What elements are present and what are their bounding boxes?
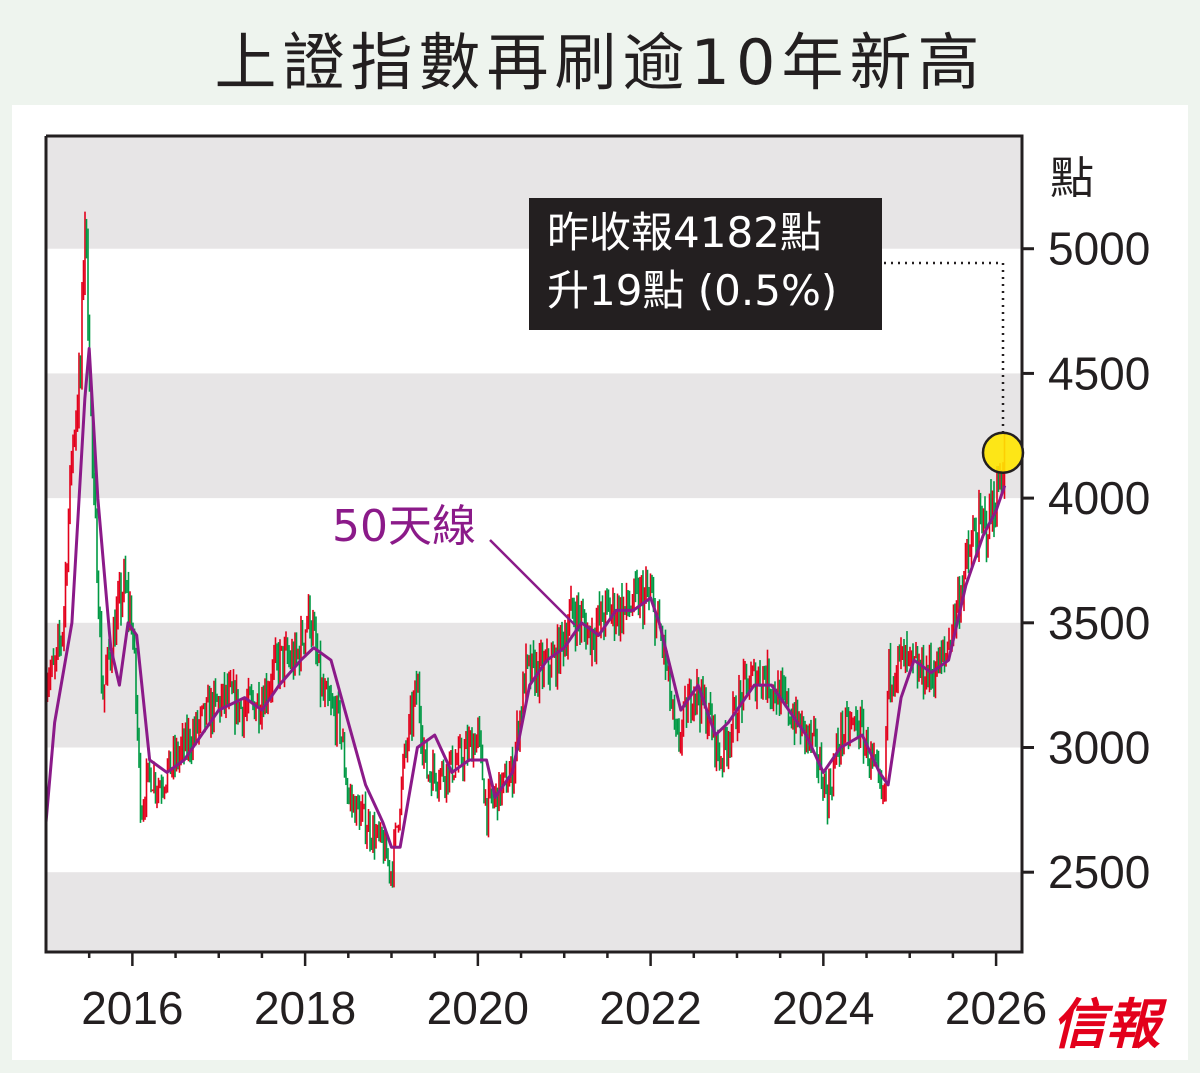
chart-title: 上證指數再刷逾10年新高 [214,26,986,99]
y-tick-label: 2500 [1048,846,1150,898]
plot-frame [44,134,1024,954]
ma-50-line [44,346,1007,849]
x-tick-label: 2022 [599,982,701,1034]
x-tick-label: 2026 [945,982,1047,1034]
y-tick-label: 5000 [1048,223,1150,275]
y-tick-label: 4000 [1048,472,1150,524]
grid-band [46,373,1022,499]
y-tick-label: 4500 [1048,347,1150,399]
y-tick-label: 3500 [1048,597,1150,649]
grid-band [46,872,1022,952]
annotation-leader [884,261,1005,433]
x-tick-label: 2024 [772,982,874,1034]
annotation-line2: 升19點 (0.5%) [547,266,838,315]
y-axis-unit: 點 [1050,153,1094,204]
ma-label-leader [489,539,576,626]
close-annotation: 昨收報4182點 升19點 (0.5%) [529,198,882,330]
x-tick-label: 2018 [254,982,356,1034]
x-tick-label: 2020 [427,982,529,1034]
ma-label: 50天線 [332,501,476,552]
annotation-line1: 昨收報4182點 [547,208,822,257]
hkej-logo: 信報 [1052,992,1160,1056]
y-tick-label: 3000 [1048,722,1150,774]
x-tick-label: 2016 [81,982,183,1034]
latest-close-marker [981,431,1025,474]
